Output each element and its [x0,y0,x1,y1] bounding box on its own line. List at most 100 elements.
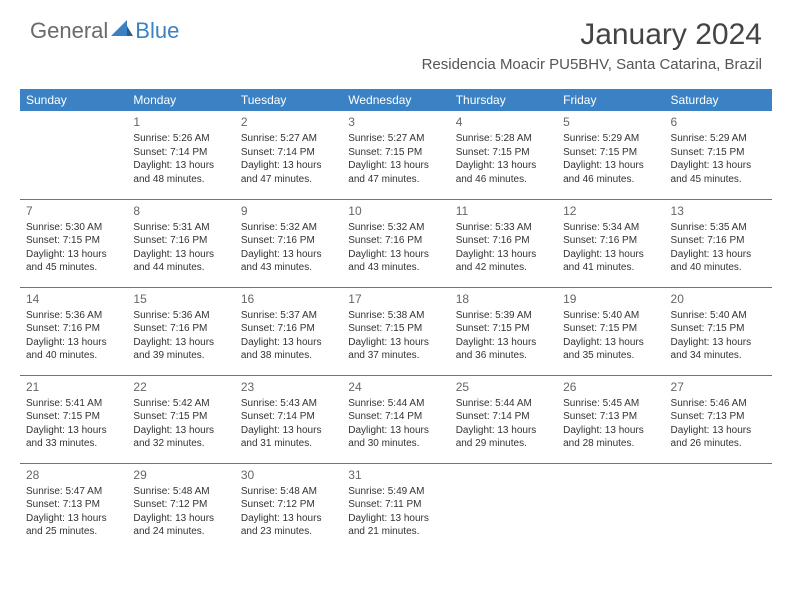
daylight-line: Daylight: 13 hours and 43 minutes. [241,248,336,275]
calendar-cell: 21Sunrise: 5:41 AMSunset: 7:15 PMDayligh… [20,375,127,463]
day-number: 7 [26,203,121,219]
daylight-line: Daylight: 13 hours and 28 minutes. [563,424,658,451]
sunset-line: Sunset: 7:15 PM [348,146,443,160]
daylight-line: Daylight: 13 hours and 35 minutes. [563,336,658,363]
sunrise-line: Sunrise: 5:37 AM [241,309,336,323]
day-number: 9 [241,203,336,219]
calendar-cell: 17 Sunrise: 5:38 AMSunset: 7:15 PMDayligh… [342,287,449,375]
sunrise-line: Sunrise: 5:47 AM [26,485,121,499]
sunset-line: Sunset: 7:16 PM [348,234,443,248]
sunset-line: Sunset: 7:14 PM [241,410,336,424]
calendar-cell [665,463,772,551]
daylight-line: Daylight: 13 hours and 29 minutes. [456,424,551,451]
day-number: 12 [563,203,658,219]
sunset-line: Sunset: 7:15 PM [26,410,121,424]
sunset-line: Sunset: 7:11 PM [348,498,443,512]
logo-text-2: Blue [135,18,179,44]
daylight-line: Daylight: 13 hours and 39 minutes. [133,336,228,363]
daylight-line: Daylight: 13 hours and 30 minutes. [348,424,443,451]
sunrise-line: Sunrise: 5:32 AM [348,221,443,235]
sunset-line: Sunset: 7:13 PM [563,410,658,424]
sunset-line: Sunset: 7:14 PM [241,146,336,160]
calendar-cell: 31Sunrise: 5:49 AMSunset: 7:11 PMDayligh… [342,463,449,551]
day-number: 24 [348,379,443,395]
sunrise-line: Sunrise: 5:40 AM [671,309,766,323]
sunset-line: Sunset: 7:14 PM [348,410,443,424]
day-number: 20 [671,291,766,307]
daylight-line: Daylight: 13 hours and 42 minutes. [456,248,551,275]
logo: General Blue [30,18,179,44]
calendar-cell: 1Sunrise: 5:26 AMSunset: 7:14 PMDaylight… [127,111,234,199]
sunrise-line: Sunrise: 5:42 AM [133,397,228,411]
calendar-cell: 28Sunrise: 5:47 AMSunset: 7:13 PMDayligh… [20,463,127,551]
day-number: 13 [671,203,766,219]
calendar-cell: 19Sunrise: 5:40 AMSunset: 7:15 PMDayligh… [557,287,664,375]
day-number: 27 [671,379,766,395]
sunset-line: Sunset: 7:15 PM [456,322,551,336]
month-title: January 2024 [422,18,762,52]
sunrise-line: Sunrise: 5:41 AM [26,397,121,411]
day-number: 16 [241,291,336,307]
day-number: 29 [133,467,228,483]
daylight-line: Daylight: 13 hours and 36 minutes. [456,336,551,363]
calendar-cell: 30Sunrise: 5:48 AMSunset: 7:12 PMDayligh… [235,463,342,551]
sunrise-line: Sunrise: 5:36 AM [26,309,121,323]
logo-triangle-icon [111,20,133,36]
daylight-line: Daylight: 13 hours and 45 minutes. [671,159,766,186]
day-header: Monday [127,89,234,111]
calendar-cell: 15Sunrise: 5:36 AMSunset: 7:16 PMDayligh… [127,287,234,375]
daylight-line: Daylight: 13 hours and 47 minutes. [348,159,443,186]
calendar-cell: 5Sunrise: 5:29 AMSunset: 7:15 PMDaylight… [557,111,664,199]
day-number: 10 [348,203,443,219]
daylight-line: Daylight: 13 hours and 43 minutes. [348,248,443,275]
calendar-cell: 27Sunrise: 5:46 AMSunset: 7:13 PMDayligh… [665,375,772,463]
sunrise-line: Sunrise: 5:49 AM [348,485,443,499]
daylight-line: Daylight: 13 hours and 31 minutes. [241,424,336,451]
calendar-cell: 9 Sunrise: 5:32 AMSunset: 7:16 PMDaylight… [235,199,342,287]
calendar-cell [450,463,557,551]
sunset-line: Sunset: 7:14 PM [456,410,551,424]
day-number: 26 [563,379,658,395]
sunset-line: Sunset: 7:12 PM [241,498,336,512]
calendar-cell: 7Sunrise: 5:30 AMSunset: 7:15 PMDaylight… [20,199,127,287]
calendar-cell: 8Sunrise: 5:31 AMSunset: 7:16 PMDaylight… [127,199,234,287]
sunset-line: Sunset: 7:16 PM [133,234,228,248]
sunset-line: Sunset: 7:15 PM [456,146,551,160]
calendar-cell: 22Sunrise: 5:42 AMSunset: 7:15 PMDayligh… [127,375,234,463]
sunset-line: Sunset: 7:15 PM [671,146,766,160]
day-header: Saturday [665,89,772,111]
calendar-body: 1Sunrise: 5:26 AMSunset: 7:14 PMDaylight… [20,111,772,551]
calendar-cell [20,111,127,199]
day-header: Friday [557,89,664,111]
title-block: January 2024 Residencia Moacir PU5BHV, S… [422,18,762,73]
daylight-line: Daylight: 13 hours and 23 minutes. [241,512,336,539]
daylight-line: Daylight: 13 hours and 26 minutes. [671,424,766,451]
calendar-cell: 12Sunrise: 5:34 AMSunset: 7:16 PMDayligh… [557,199,664,287]
sunset-line: Sunset: 7:16 PM [241,234,336,248]
sunrise-line: Sunrise: 5:29 AM [563,132,658,146]
sunrise-line: Sunrise: 5:32 AM [241,221,336,235]
day-number: 17 [348,291,443,307]
sunrise-line: Sunrise: 5:43 AM [241,397,336,411]
sunset-line: Sunset: 7:15 PM [671,322,766,336]
sunrise-line: Sunrise: 5:30 AM [26,221,121,235]
sunset-line: Sunset: 7:16 PM [456,234,551,248]
day-number: 8 [133,203,228,219]
daylight-line: Daylight: 13 hours and 34 minutes. [671,336,766,363]
calendar-row: 1Sunrise: 5:26 AMSunset: 7:14 PMDaylight… [20,111,772,199]
day-number: 1 [133,114,228,130]
day-header: Tuesday [235,89,342,111]
day-number: 14 [26,291,121,307]
sunrise-line: Sunrise: 5:38 AM [348,309,443,323]
daylight-line: Daylight: 13 hours and 37 minutes. [348,336,443,363]
daylight-line: Daylight: 13 hours and 40 minutes. [671,248,766,275]
sunrise-line: Sunrise: 5:28 AM [456,132,551,146]
daylight-line: Daylight: 13 hours and 45 minutes. [26,248,121,275]
sunrise-line: Sunrise: 5:27 AM [348,132,443,146]
daylight-line: Daylight: 13 hours and 33 minutes. [26,424,121,451]
sunset-line: Sunset: 7:15 PM [348,322,443,336]
day-number: 23 [241,379,336,395]
day-number: 28 [26,467,121,483]
daylight-line: Daylight: 13 hours and 38 minutes. [241,336,336,363]
daylight-line: Daylight: 13 hours and 44 minutes. [133,248,228,275]
